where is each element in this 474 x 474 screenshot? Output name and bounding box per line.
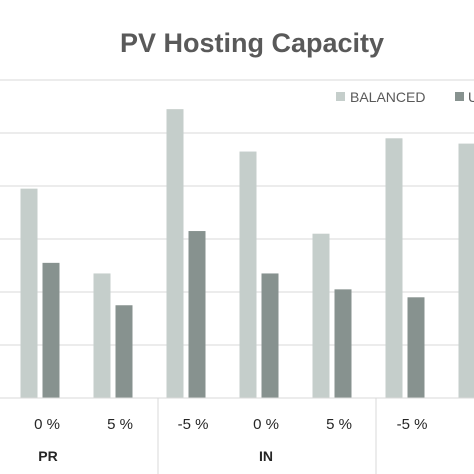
- bars: [20, 109, 474, 399]
- bar-balanced-5: [385, 138, 403, 399]
- x-tick-label: 5 %: [326, 416, 352, 433]
- bar-balanced-1: [93, 273, 111, 398]
- legend: BALANCED U: [336, 89, 474, 105]
- x-tick-label: -5 %: [397, 416, 428, 433]
- legend-label-balanced: BALANCED: [350, 89, 425, 105]
- x-tick-label: 0 %: [34, 416, 60, 433]
- bar-balanced-2: [166, 109, 184, 399]
- legend-swatch-u: [455, 92, 464, 101]
- x-group-label: IN: [259, 448, 273, 464]
- bar-u-1: [115, 305, 133, 398]
- legend-label-u: U: [468, 89, 474, 105]
- gridlines: [0, 79, 474, 399]
- bar-balanced-6: [458, 143, 474, 398]
- bar-u-4: [334, 289, 352, 398]
- bar-balanced-4: [312, 233, 330, 398]
- bar-balanced-0: [20, 188, 38, 398]
- x-tick-label: -5 %: [178, 416, 209, 433]
- x-group-label: PR: [38, 448, 57, 464]
- bar-balanced-3: [239, 151, 257, 398]
- bar-u-5: [407, 297, 425, 398]
- chart-title: PV Hosting Capacity: [120, 28, 384, 58]
- bar-u-0: [42, 262, 60, 398]
- x-tick-label: 5 %: [107, 416, 133, 433]
- legend-swatch-balanced: [336, 92, 345, 101]
- bar-u-3: [261, 273, 279, 398]
- x-tick-label: 0 %: [253, 416, 279, 433]
- bar-u-2: [188, 231, 206, 398]
- x-axis: 0 %5 %-5 %0 %5 %-5 %0PRIN: [0, 397, 474, 474]
